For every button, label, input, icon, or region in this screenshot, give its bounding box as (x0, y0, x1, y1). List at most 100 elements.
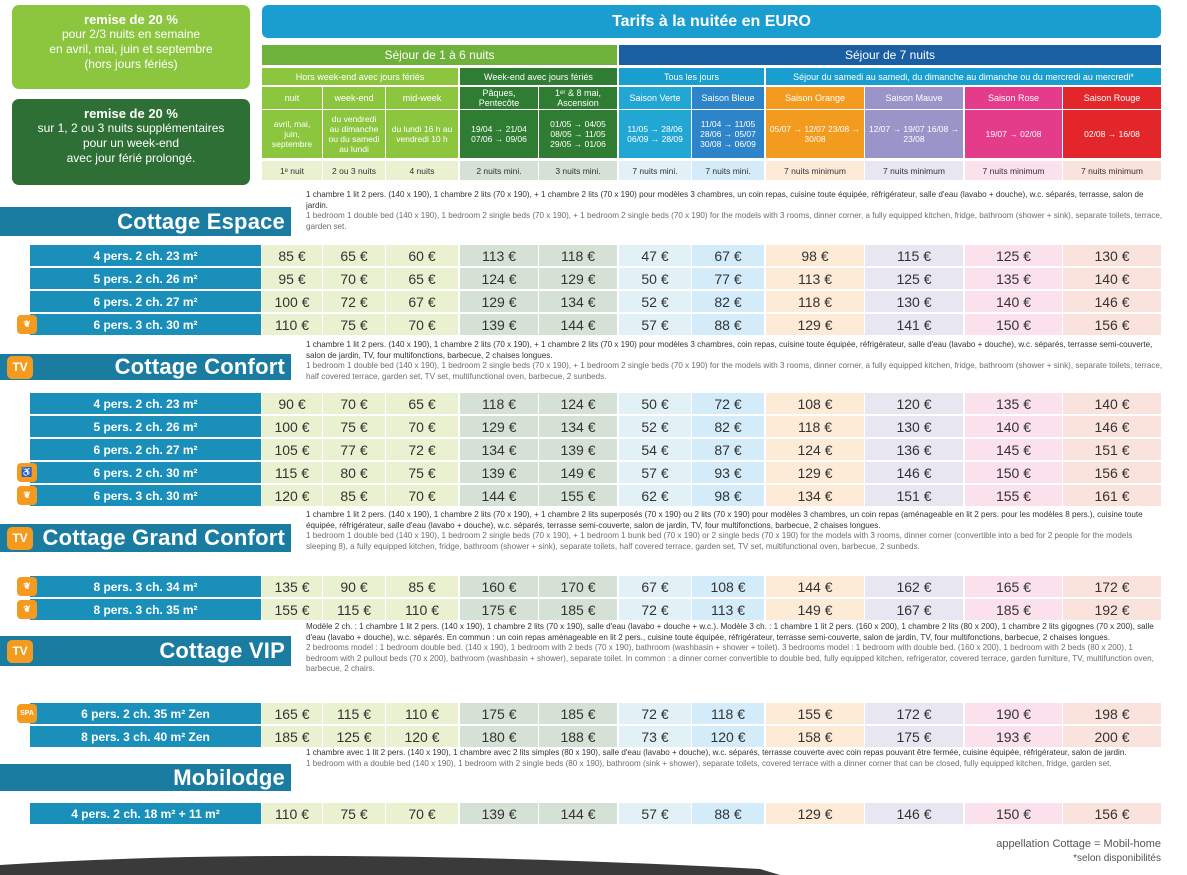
promo-box-weekday: remise de 20 % pour 2/3 nuits en semaine… (12, 5, 250, 89)
promo-line: en avril, mai, juin et septembre (49, 42, 213, 56)
price-cell: 167 € (865, 599, 963, 620)
price-cell: 90 € (262, 393, 322, 414)
row-label: 4 pers. 2 ch. 18 m² + 11 m² (30, 803, 261, 824)
row-label: 6 pers. 3 ch. 30 m² (30, 485, 261, 506)
price-cell: 62 € (619, 485, 691, 506)
price-cell: 57 € (619, 803, 691, 824)
column-header: week-end (323, 87, 385, 109)
price-cell: 146 € (1063, 416, 1161, 437)
promo-title: remise de 20 % (84, 12, 178, 27)
price-cell: 140 € (1063, 393, 1161, 414)
tv-icon: TV (7, 355, 33, 379)
column-header: Saison Verte (619, 87, 691, 109)
column-period: 19/07 → 02/08 (965, 110, 1062, 158)
price-cell: 129 € (766, 462, 864, 483)
price-cell: 185 € (965, 599, 1062, 620)
price-cell: 125 € (965, 245, 1062, 266)
promo-title: remise de 20 % (84, 106, 178, 121)
description-en: 1 bedroom 1 double bed (140 x 190), 1 be… (306, 211, 1163, 231)
description-en: 1 bedroom with a double bed (140 x 190),… (306, 758, 1112, 768)
price-cell: 165 € (965, 576, 1062, 597)
price-cell: 65 € (386, 393, 458, 414)
price-cell: 120 € (865, 393, 963, 414)
column-period: 11/04 → 11/05 28/06 → 05/07 30/08 → 06/0… (692, 110, 764, 158)
description-fr: 1 chambre avec 1 lit 2 pers. (140 x 190)… (306, 748, 1127, 757)
price-cell: 85 € (262, 245, 322, 266)
price-cell: 105 € (262, 439, 322, 460)
price-cell: 135 € (262, 576, 322, 597)
price-cell: 136 € (865, 439, 963, 460)
price-cell: 134 € (539, 416, 617, 437)
price-cell: 110 € (262, 314, 322, 335)
price-cell: 130 € (1063, 245, 1161, 266)
price-cell: 108 € (692, 576, 764, 597)
price-cell: 118 € (766, 416, 864, 437)
column-header: Saison Rose (965, 87, 1062, 109)
price-cell: 87 € (692, 439, 764, 460)
subheader-week-rotation: Séjour du samedi au samedi, du dimanche … (766, 68, 1161, 85)
section-description: 1 chambre 1 lit 2 pers. (140 x 190), 1 c… (306, 190, 1164, 232)
section-title: Cottage Confort (0, 354, 291, 380)
price-cell: 113 € (692, 599, 764, 620)
price-cell: 72 € (692, 393, 764, 414)
column-minimum-stay: 4 nuits (386, 161, 458, 180)
price-cell: 47 € (619, 245, 691, 266)
column-header: Saison Bleue (692, 87, 764, 109)
price-cell: 146 € (865, 803, 963, 824)
promo-line: pour un week-end (82, 136, 180, 150)
column-minimum-stay: 7 nuits mini. (692, 161, 764, 180)
price-cell: 139 € (460, 462, 538, 483)
price-cell: 100 € (262, 416, 322, 437)
price-cell: 155 € (965, 485, 1062, 506)
price-cell: 151 € (1063, 439, 1161, 460)
price-cell: 193 € (965, 726, 1062, 747)
table-title: Tarifs à la nuitée en EURO (262, 5, 1161, 38)
price-cell: 155 € (262, 599, 322, 620)
section-description: 1 chambre avec 1 lit 2 pers. (140 x 190)… (306, 748, 1164, 769)
row-label: 6 pers. 2 ch. 35 m² Zen (30, 703, 261, 724)
price-cell: 129 € (460, 291, 538, 312)
price-cell: 125 € (323, 726, 385, 747)
price-cell: 110 € (262, 803, 322, 824)
column-period: 05/07 → 12/07 23/08 → 30/08 (766, 110, 864, 158)
price-cell: 172 € (865, 703, 963, 724)
price-cell: 144 € (539, 314, 617, 335)
description-en: 1 bedroom 1 double bed (140 x 190), 1 be… (306, 361, 1163, 381)
price-cell: 67 € (692, 245, 764, 266)
price-cell: 65 € (323, 245, 385, 266)
price-cell: 140 € (965, 291, 1062, 312)
price-cell: 129 € (539, 268, 617, 289)
column-minimum-stay: 7 nuits minimum (965, 161, 1062, 180)
tv-icon: TV (7, 526, 33, 550)
footer-note-cottage: appellation Cottage = Mobil-home (996, 838, 1161, 850)
price-cell: 52 € (619, 416, 691, 437)
column-minimum-stay: 1ᵉ nuit (262, 161, 322, 180)
column-minimum-stay: 7 nuits minimum (766, 161, 864, 180)
price-cell: 70 € (386, 485, 458, 506)
price-cell: 140 € (1063, 268, 1161, 289)
price-cell: 125 € (865, 268, 963, 289)
price-cell: 155 € (766, 703, 864, 724)
price-cell: 135 € (965, 393, 1062, 414)
price-cell: 139 € (460, 314, 538, 335)
price-cell: 88 € (692, 314, 764, 335)
price-cell: 139 € (539, 439, 617, 460)
price-cell: 134 € (766, 485, 864, 506)
row-label: 6 pers. 2 ch. 30 m² (30, 462, 261, 483)
price-cell: 77 € (323, 439, 385, 460)
row-label: 4 pers. 2 ch. 23 m² (30, 245, 261, 266)
price-cell: 175 € (865, 726, 963, 747)
price-cell: 90 € (323, 576, 385, 597)
price-cell: 156 € (1063, 314, 1161, 335)
spa-icon: SPA (17, 704, 37, 723)
price-cell: 115 € (865, 245, 963, 266)
description-en: 1 bedroom 1 double bed (140 x 190), 1 be… (306, 531, 1133, 551)
price-cell: 75 € (323, 803, 385, 824)
section-description: 1 chambre 1 lit 2 pers. (140 x 190), 1 c… (306, 510, 1164, 552)
price-cell: 124 € (460, 268, 538, 289)
price-cell: 156 € (1063, 803, 1161, 824)
description-en: 2 bedrooms model : 1 bedroom double bed.… (306, 643, 1154, 674)
section-title: Cottage Espace (0, 207, 291, 236)
column-period: 11/05 → 28/06 06/09 → 28/09 (619, 110, 691, 158)
price-cell: 180 € (460, 726, 538, 747)
